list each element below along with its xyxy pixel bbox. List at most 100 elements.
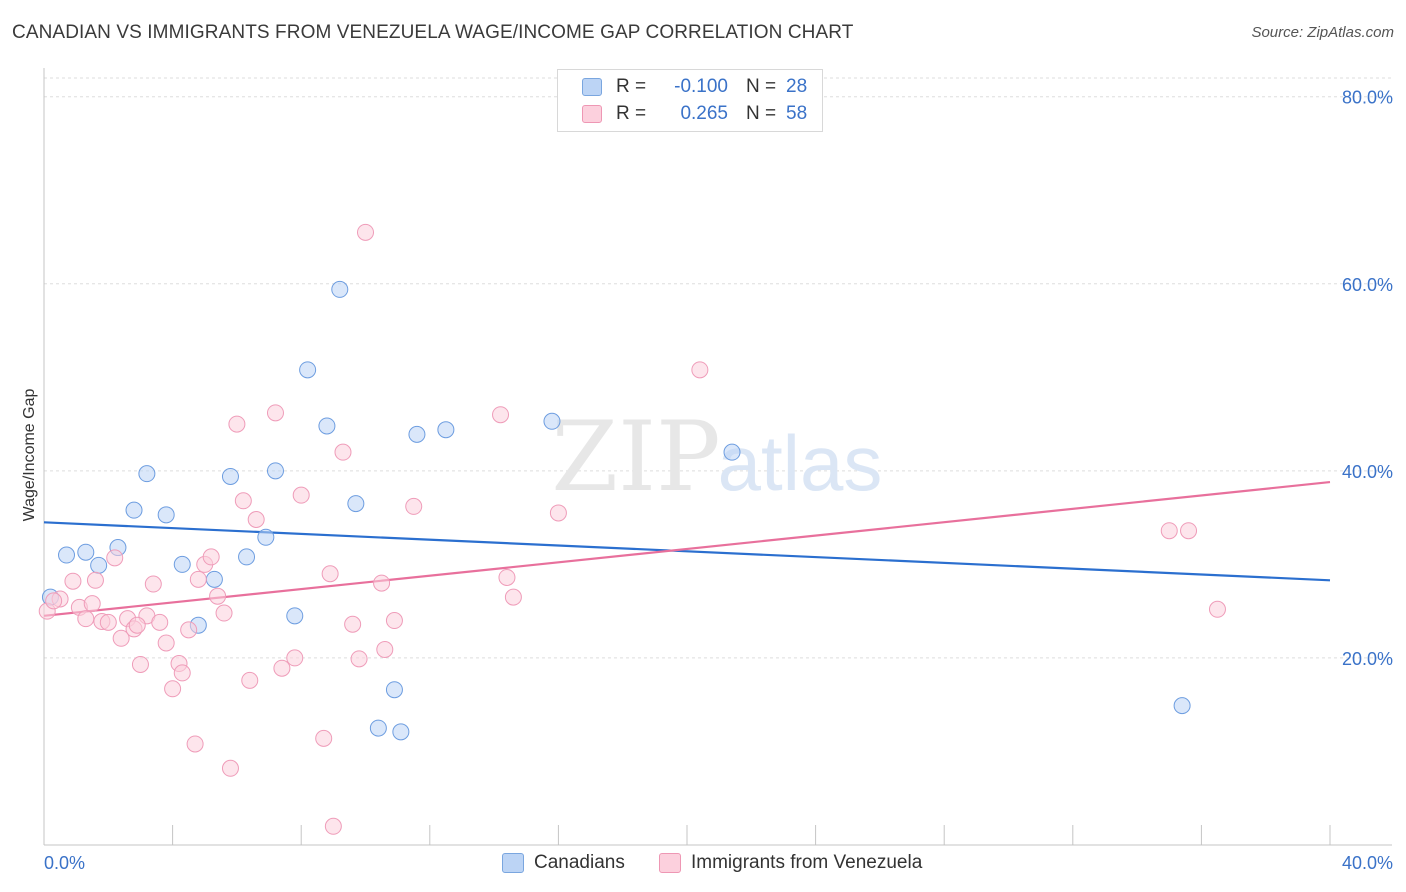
venezuela-point xyxy=(221,759,239,777)
legend-item-venezuela[interactable]: Immigrants from Venezuela xyxy=(659,852,922,874)
canadians-point xyxy=(173,555,191,573)
r-label: R = xyxy=(616,103,647,124)
stats-legend: R = -0.100 N = 28 R = 0.265 N = 58 xyxy=(557,69,823,132)
venezuela-point xyxy=(266,404,284,422)
venezuela-point xyxy=(164,680,182,698)
venezuela-point xyxy=(45,592,63,610)
venezuela-point xyxy=(106,549,124,567)
venezuela-point xyxy=(357,223,374,241)
watermark-zip: ZIP xyxy=(551,401,720,513)
stats-row-canadians: R = -0.100 N = 28 xyxy=(582,75,807,99)
canadians-point xyxy=(543,412,561,430)
canadians-point xyxy=(138,465,156,483)
venezuela-point xyxy=(350,650,368,668)
venezuela-point xyxy=(189,570,207,588)
venezuela-point xyxy=(128,616,146,634)
venezuela-point xyxy=(334,443,352,461)
canadians-point xyxy=(408,425,426,443)
venezuela-point xyxy=(385,612,403,630)
venezuela-swatch xyxy=(582,105,602,123)
canadians-legend-swatch xyxy=(502,853,524,873)
venezuela-point xyxy=(344,615,362,633)
watermark-atlas: atlas xyxy=(718,419,883,507)
y-tick-label: 60.0% xyxy=(1342,275,1393,295)
venezuela-point xyxy=(273,659,291,677)
canadians-point xyxy=(385,681,403,699)
venezuela-point xyxy=(180,621,198,639)
venezuela-point xyxy=(241,671,259,689)
r-label: R = xyxy=(616,76,647,97)
n-value: 58 xyxy=(786,103,808,124)
stats-row-venezuela: R = 0.265 N = 58 xyxy=(582,102,807,126)
y-tick-label: 20.0% xyxy=(1342,649,1393,669)
venezuela-point xyxy=(202,548,220,566)
canadians-point xyxy=(257,528,275,546)
canadians-point xyxy=(58,546,76,564)
canadians-point xyxy=(1173,697,1191,715)
n-value: 28 xyxy=(786,76,808,97)
venezuela-point xyxy=(186,735,204,753)
venezuela-point xyxy=(234,492,252,510)
data-points xyxy=(38,223,1226,835)
chart-title: CANADIAN VS IMMIGRANTS FROM VENEZUELA WA… xyxy=(12,22,854,43)
canadians-swatch xyxy=(582,78,602,96)
venezuela-point xyxy=(492,406,510,424)
venezuela-point xyxy=(376,641,394,659)
venezuela-point xyxy=(286,649,304,667)
canadians-point xyxy=(90,556,108,574)
venezuela-point xyxy=(373,574,391,592)
canadians-point xyxy=(392,723,410,741)
venezuela-point xyxy=(247,510,265,528)
canadians-point xyxy=(318,417,336,435)
venezuela-legend-swatch xyxy=(659,853,681,873)
venezuela-point xyxy=(498,568,516,586)
legend-item-canadians[interactable]: Canadians xyxy=(502,852,625,874)
canadians-point xyxy=(266,462,284,480)
venezuela-trend-line xyxy=(43,480,1331,617)
series-legend: Canadians Immigrants from Venezuela xyxy=(0,852,1406,876)
legend-label: Immigrants from Venezuela xyxy=(691,852,923,873)
canadians-point xyxy=(723,443,741,461)
n-label: N = xyxy=(746,103,777,124)
canadians-point xyxy=(157,506,175,524)
canadians-point xyxy=(299,361,317,379)
venezuela-point xyxy=(112,629,130,647)
watermark: ZIP atlas xyxy=(551,401,882,513)
canadians-point xyxy=(286,607,304,625)
venezuela-point xyxy=(324,817,342,835)
source-label: Source: ZipAtlas.com xyxy=(1251,24,1394,41)
venezuela-point xyxy=(549,504,567,522)
canadians-point xyxy=(347,495,365,513)
venezuela-point xyxy=(1160,522,1178,540)
venezuela-point xyxy=(77,610,95,628)
canadians-point xyxy=(238,548,256,566)
venezuela-point xyxy=(292,486,310,504)
venezuela-point xyxy=(215,604,233,622)
venezuela-point xyxy=(1208,600,1226,618)
r-value: 0.265 xyxy=(680,103,728,124)
venezuela-point xyxy=(228,415,246,433)
canadians-trend-line xyxy=(43,521,1331,582)
x-tick-label: 40.0% xyxy=(1342,853,1393,873)
venezuela-point xyxy=(157,634,175,652)
venezuela-point xyxy=(99,613,117,631)
venezuela-point xyxy=(321,565,339,583)
venezuela-point xyxy=(144,575,162,593)
canadians-point xyxy=(369,719,387,737)
trend-lines xyxy=(43,480,1331,617)
canadians-point xyxy=(437,421,455,439)
venezuela-point xyxy=(1180,522,1198,540)
venezuela-point xyxy=(86,571,104,589)
y-tick-label: 40.0% xyxy=(1342,462,1393,482)
legend-label: Canadians xyxy=(534,852,625,873)
venezuela-point xyxy=(64,572,82,590)
r-value: -0.100 xyxy=(674,76,728,97)
venezuela-point xyxy=(691,361,709,379)
y-tick-label: 80.0% xyxy=(1342,88,1393,108)
venezuela-point xyxy=(173,664,191,682)
n-label: N = xyxy=(746,76,777,97)
canadians-point xyxy=(331,280,349,298)
canadians-point xyxy=(125,501,143,519)
tick-labels: 20.0% 40.0% 60.0% 80.0% 0.0% 40.0% xyxy=(44,88,1393,873)
